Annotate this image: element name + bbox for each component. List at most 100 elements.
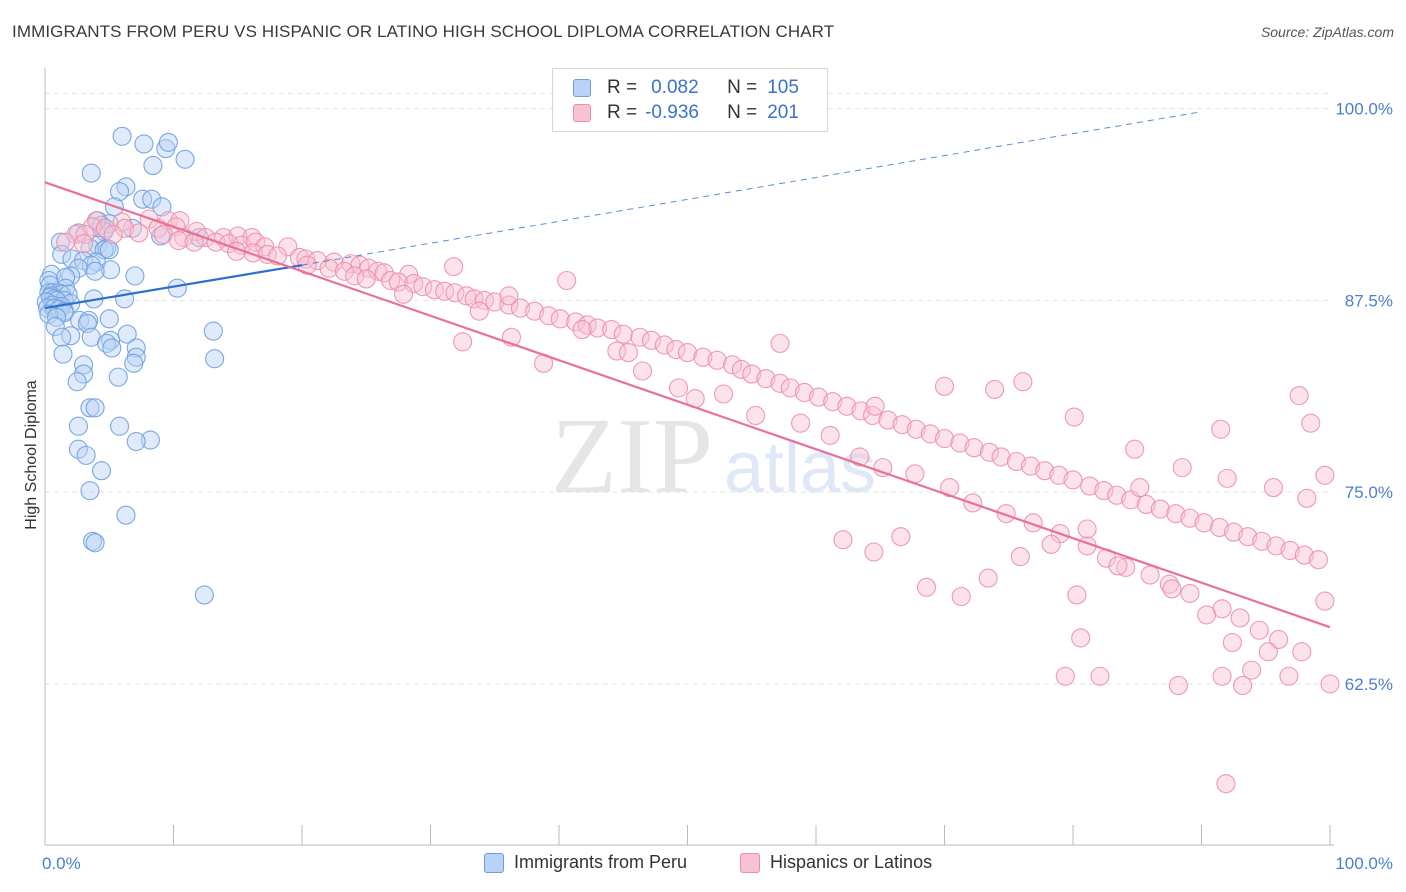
legend-item-peru[interactable]: Immigrants from Peru: [484, 852, 687, 873]
hispanic-point: [920, 424, 940, 444]
peru-trend-line: [44, 264, 303, 310]
hispanic-point: [602, 320, 622, 340]
peru-point: [194, 585, 214, 605]
hispanic-point: [1242, 660, 1262, 680]
legend-r-label: R =: [607, 102, 638, 123]
chart-title: IMMIGRANTS FROM PERU VS HISPANIC OR LATI…: [12, 22, 835, 41]
hispanic-point: [833, 530, 853, 550]
hispanic-point: [809, 387, 829, 407]
y-tick-label-1: 75.0%: [1345, 483, 1393, 502]
hispanic-point: [381, 270, 401, 291]
hispanic-point: [1071, 628, 1091, 648]
peru-point: [143, 155, 163, 175]
peru-trend-extension: [301, 111, 1202, 266]
hispanic-point: [742, 364, 762, 384]
hispanic-point: [345, 266, 365, 286]
hispanic-point: [1094, 481, 1114, 501]
hispanic-point: [1130, 478, 1150, 498]
hispanic-point: [991, 447, 1011, 467]
hispanic-point: [1116, 557, 1136, 577]
peru-point: [81, 163, 101, 183]
hispanic-point: [243, 243, 263, 263]
hispanic-point: [996, 504, 1016, 524]
peru-point: [85, 533, 105, 553]
hispanic-point: [1216, 774, 1236, 794]
hispanic-point: [1168, 675, 1188, 696]
hispanic-point: [456, 286, 477, 306]
hispanic-point: [891, 527, 911, 547]
hispanic-point: [851, 401, 871, 421]
hispanic-point: [632, 361, 653, 381]
peru-point: [99, 240, 119, 260]
hispanic-point: [1172, 458, 1192, 478]
hispanic-point: [1125, 439, 1145, 459]
hispanic-point: [1212, 666, 1232, 686]
hispanic-point: [978, 568, 998, 588]
hispanic-point: [103, 224, 123, 245]
hispanic-point: [1150, 499, 1170, 519]
hispanic-point: [453, 332, 473, 352]
peru-point: [85, 398, 105, 418]
peru-point: [112, 126, 132, 146]
legend-r-label: R =: [607, 77, 638, 98]
hispanic-point: [1162, 579, 1182, 599]
hispanic-point: [1249, 620, 1269, 640]
hispanic-point: [916, 577, 937, 597]
peru-point: [80, 481, 100, 501]
watermark-atlas: atlas: [724, 428, 876, 508]
hispanic-point: [731, 359, 752, 380]
hispanic-point: [1289, 385, 1309, 406]
hispanic-point: [474, 290, 495, 310]
hispanic-point: [756, 369, 776, 389]
hispanic-point: [539, 306, 559, 326]
watermark-zip: ZIP: [551, 397, 713, 516]
hispanic-point: [934, 428, 955, 449]
peru-point: [102, 338, 122, 358]
y-tick-label-3: 100.0%: [1335, 100, 1393, 119]
legend-swatch-hispanic: [573, 104, 591, 122]
legend-swatch-hispanic: [740, 852, 760, 873]
peru-point: [91, 461, 112, 481]
hispanic-point: [1140, 565, 1160, 585]
hispanic-point: [951, 586, 971, 607]
hispanic-point: [1297, 488, 1317, 508]
hispanic-trend-line: [44, 181, 1331, 629]
hispanic-point: [1315, 465, 1335, 485]
hispanic-point: [374, 263, 394, 283]
hispanic-point: [1180, 583, 1200, 603]
trend-lines: [44, 111, 1331, 629]
hispanic-point: [794, 382, 814, 403]
peru-point: [100, 260, 121, 280]
hispanic-point: [666, 339, 686, 360]
hispanic-point: [1217, 468, 1237, 488]
hispanic-point: [464, 289, 484, 309]
legend-row-hispanic: R = -0.936 N = 201: [573, 101, 799, 125]
peru-point: [68, 416, 88, 436]
hispanic-point: [1266, 536, 1286, 556]
hispanic-point: [169, 231, 189, 251]
hispanic-point: [1238, 527, 1258, 547]
hispanic-point: [445, 283, 465, 303]
hispanic-point: [1166, 504, 1186, 524]
hispanic-point: [1108, 556, 1128, 576]
peru-point: [68, 258, 88, 278]
hispanic-point: [668, 378, 689, 398]
hispanic-point: [1222, 632, 1242, 653]
hispanic-point: [319, 258, 339, 278]
hispanic-point: [1055, 666, 1075, 686]
peru-point: [167, 278, 187, 298]
watermark: ZIP atlas: [551, 397, 876, 516]
legend-item-hispanic[interactable]: Hispanics or Latinos: [740, 852, 932, 873]
hispanic-point: [255, 237, 275, 257]
hispanic-point: [485, 292, 505, 312]
hispanic-point: [1294, 545, 1314, 565]
hispanic-point: [823, 392, 843, 412]
hispanic-point: [1136, 494, 1156, 515]
peru-point: [109, 181, 130, 202]
hispanic-point: [1080, 476, 1100, 496]
peru-point: [142, 189, 162, 209]
hispanic-point: [1041, 534, 1061, 554]
peru-point: [53, 344, 73, 364]
peru-point: [124, 353, 144, 373]
